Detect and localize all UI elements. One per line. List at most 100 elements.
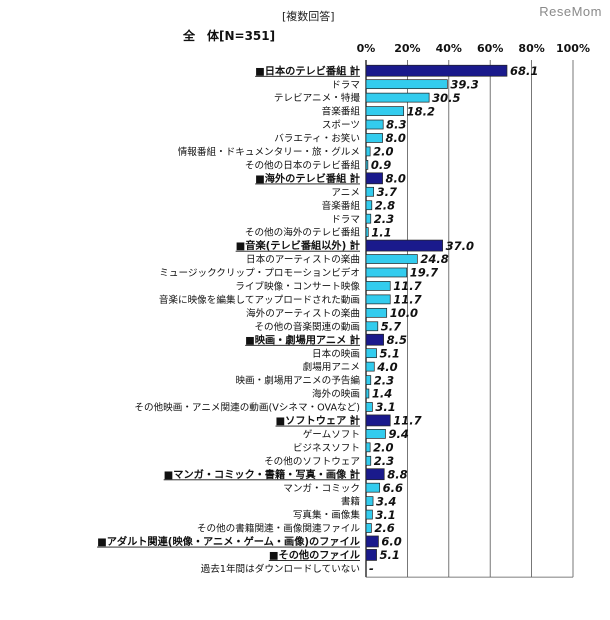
category-label: ミュージッククリップ・プロモーションビデオ — [159, 267, 360, 279]
bar — [365, 227, 369, 237]
data-label: 8.3 — [386, 118, 406, 132]
category-label: 写真集・画像集 — [293, 509, 361, 521]
data-label: 37.0 — [446, 239, 474, 253]
data-label: 24.8 — [420, 252, 448, 266]
bar — [365, 482, 381, 493]
resemom-logo: ReseMom — [539, 4, 602, 19]
bar — [365, 414, 391, 427]
data-label: 3.1 — [375, 400, 395, 414]
bar — [365, 535, 379, 548]
data-label: 19.7 — [410, 266, 438, 280]
data-label: 8.8 — [387, 467, 407, 481]
bar — [365, 172, 383, 185]
category-label: ■ソフトウェア 計 — [276, 414, 360, 427]
data-label: 68.1 — [510, 64, 538, 78]
bar — [365, 455, 372, 466]
data-label: 11.7 — [393, 279, 421, 293]
data-label: 2.0 — [373, 145, 393, 159]
bar — [365, 92, 430, 103]
multiple-answer-note: [複数回答] — [282, 10, 335, 23]
bar — [365, 281, 391, 291]
category-label: ■マンガ・コミック・書籍・写真・画像 計 — [164, 468, 360, 481]
x-tick-label: 80% — [518, 42, 544, 55]
category-label: 海外の映画 — [312, 388, 360, 400]
data-label: 11.7 — [393, 293, 421, 307]
bar — [365, 523, 372, 533]
data-label: 8.0 — [386, 131, 406, 145]
data-label: 1.1 — [371, 225, 391, 239]
category-label: その他映画・アニメ関連の動画(Vシネマ・OVAなど) — [134, 402, 360, 414]
category-label: ドラマ — [331, 80, 360, 91]
data-label: 5.1 — [380, 548, 400, 562]
data-label: 30.5 — [432, 91, 460, 105]
data-label: 5.1 — [380, 346, 400, 360]
data-label: 2.3 — [374, 454, 394, 468]
bar — [365, 119, 384, 130]
category-label: ゲームソフト — [303, 428, 360, 440]
category-label: 情報番組・ドキュメンタリー・旅・グルメ — [178, 146, 360, 158]
bar — [365, 239, 443, 252]
data-label: 18.2 — [407, 104, 435, 118]
bar — [365, 429, 386, 439]
data-label: 5.7 — [381, 319, 401, 333]
bar — [365, 294, 391, 305]
data-label: 10.0 — [390, 306, 418, 320]
category-label: 海外のアーティストの楽曲 — [246, 307, 360, 319]
category-label: 音楽に映像を編集してアップロードされた動画 — [159, 294, 360, 306]
data-label: 3.1 — [375, 508, 395, 522]
category-label: 過去1年間はダウンロードしていない — [201, 563, 360, 575]
x-tick-label: 20% — [394, 42, 420, 55]
bar — [365, 267, 408, 278]
category-label: テレビアニメ・特撮 — [274, 92, 361, 104]
category-label: その他の海外のテレビ番組 — [245, 227, 361, 239]
bar — [365, 254, 418, 264]
x-tick-label: 0% — [357, 42, 376, 55]
category-label: 書籍 — [341, 496, 361, 508]
x-tick-label: 60% — [477, 42, 503, 55]
bar — [365, 496, 374, 506]
bar — [365, 133, 383, 143]
bar — [365, 348, 377, 359]
data-label: 3.4 — [376, 494, 396, 508]
category-label: バラエティ・お笑い — [274, 133, 360, 145]
data-label: 0.9 — [371, 158, 391, 172]
data-label: - — [369, 562, 374, 576]
category-label: その他の書籍関連・画像関連ファイル — [197, 523, 360, 535]
bar — [365, 79, 448, 90]
category-label: アニメ — [331, 187, 360, 198]
bar — [365, 361, 375, 372]
data-label: 6.6 — [383, 481, 403, 495]
category-label: ■映画・劇場用アニメ 計 — [245, 333, 360, 346]
category-label: 日本の映画 — [312, 348, 360, 360]
bar — [365, 509, 373, 520]
bar — [365, 321, 379, 332]
category-label: ビジネスソフト — [293, 443, 360, 454]
data-label: 2.3 — [374, 373, 394, 387]
bar — [365, 106, 405, 116]
bar — [365, 307, 388, 318]
data-label: 9.4 — [388, 427, 408, 441]
bar — [365, 402, 373, 412]
bar — [365, 64, 508, 77]
category-label: ■日本のテレビ番組 計 — [255, 64, 360, 77]
bar — [365, 549, 377, 561]
data-label: 8.5 — [387, 333, 407, 347]
bar — [365, 146, 371, 157]
data-label: 4.0 — [376, 360, 397, 374]
data-label: 8.0 — [386, 172, 406, 186]
data-label: 1.4 — [372, 387, 392, 401]
x-tick-label: 100% — [556, 42, 590, 55]
category-label: 日本のアーティストの楽曲 — [246, 254, 360, 266]
category-label: マンガ・コミック — [283, 483, 360, 494]
data-label: 2.0 — [373, 441, 393, 455]
category-label: その他のソフトウェア — [264, 455, 360, 467]
category-label: スポーツ — [322, 120, 360, 131]
x-tick-label: 40% — [436, 42, 462, 55]
category-label: ■その他のファイル — [269, 549, 360, 562]
category-label: ■海外のテレビ番組 計 — [255, 172, 360, 185]
bar — [365, 468, 385, 481]
data-label: 6.0 — [381, 535, 401, 549]
data-label: 3.7 — [377, 185, 397, 199]
data-label: 2.8 — [375, 198, 395, 212]
bar — [365, 375, 372, 385]
